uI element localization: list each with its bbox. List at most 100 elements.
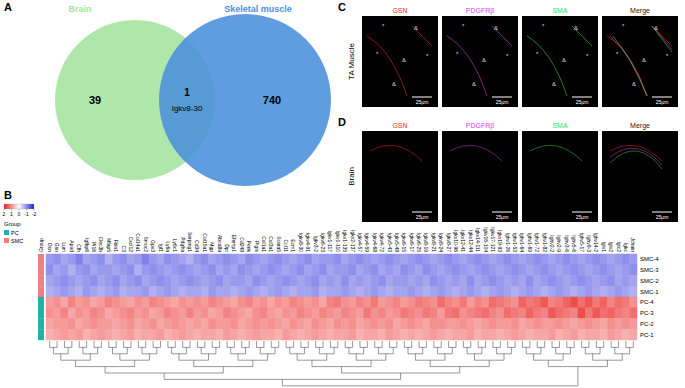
svg-text:Ighv1-53: Ighv1-53 xyxy=(512,233,518,253)
svg-text:Ighv9-3: Ighv9-3 xyxy=(586,235,592,252)
svg-text:0: 0 xyxy=(18,211,21,217)
svg-text:SMC-1: SMC-1 xyxy=(640,289,659,295)
svg-text:Igkv8-27: Igkv8-27 xyxy=(446,233,452,252)
svg-text:Igkv2-137: Igkv2-137 xyxy=(350,230,356,252)
svg-text:Igkv5-48: Igkv5-48 xyxy=(394,233,400,252)
svg-text:Igkv1-110: Igkv1-110 xyxy=(335,230,341,252)
svg-text:&: & xyxy=(574,25,578,31)
svg-text:&: & xyxy=(494,25,498,31)
svg-text:*: * xyxy=(426,53,429,59)
svg-text:Pdgfra: Pdgfra xyxy=(180,237,186,252)
svg-text:Iglc2: Iglc2 xyxy=(616,241,622,252)
svg-text:Ecm1: Ecm1 xyxy=(290,239,296,252)
svg-text:Smoc2: Smoc2 xyxy=(143,236,149,252)
svg-text:GSN: GSN xyxy=(392,7,407,14)
svg-text:Penk: Penk xyxy=(246,241,252,253)
svg-text:Dpt: Dpt xyxy=(224,244,230,252)
svg-text:Igkv3-2: Igkv3-2 xyxy=(313,236,319,253)
svg-text:SMC-2: SMC-2 xyxy=(640,278,659,284)
svg-text:Ighv2-2: Ighv2-2 xyxy=(549,235,555,252)
svg-text:TA Muscle: TA Muscle xyxy=(347,43,356,80)
svg-text:Gpx3: Gpx3 xyxy=(150,240,156,252)
svg-text:39: 39 xyxy=(89,94,101,106)
svg-text:Igkv4-91: Igkv4-91 xyxy=(305,233,311,252)
svg-text:Gsn: Gsn xyxy=(54,243,60,252)
svg-text:Igkv4-57: Igkv4-57 xyxy=(357,233,363,252)
svg-text:Col1a1: Col1a1 xyxy=(261,236,267,252)
svg-text:SMC-3: SMC-3 xyxy=(640,267,659,273)
svg-text:2: 2 xyxy=(3,211,6,217)
svg-text:*: * xyxy=(462,23,465,29)
svg-text:&: & xyxy=(632,81,636,87)
svg-text:Ighv2-9: Ighv2-9 xyxy=(556,235,562,252)
svg-text:&: & xyxy=(472,81,476,87)
svg-text:&: & xyxy=(562,57,566,63)
svg-text:Igkv8-24: Igkv8-24 xyxy=(438,233,444,252)
svg-text:Igkv8-21: Igkv8-21 xyxy=(431,233,437,252)
svg-text:Iglv1: Iglv1 xyxy=(601,241,607,252)
svg-text:25μm: 25μm xyxy=(576,214,589,220)
svg-text:Apod: Apod xyxy=(69,240,75,252)
svg-text:Cxcl12: Cxcl12 xyxy=(128,237,134,253)
svg-text:SMC-4: SMC-4 xyxy=(640,256,659,262)
svg-text:PC-2: PC-2 xyxy=(640,321,654,327)
svg-text:25μm: 25μm xyxy=(576,99,589,105)
svg-text:Igkv10-96: Igkv10-96 xyxy=(453,230,459,252)
svg-text:Igkv8-19: Igkv8-19 xyxy=(423,233,429,252)
svg-text:Efemp1: Efemp1 xyxy=(231,235,237,252)
svg-text:Igkv12-44: Igkv12-44 xyxy=(468,230,474,252)
svg-text:Igkv1-135: Igkv1-135 xyxy=(342,230,348,252)
svg-text:Fbln1: Fbln1 xyxy=(113,239,119,252)
svg-text:25μm: 25μm xyxy=(496,99,509,105)
svg-text:Jchain: Jchain xyxy=(630,238,636,253)
svg-text:Igkv8-30: Igkv8-30 xyxy=(172,104,203,113)
svg-text:Igkv4-72: Igkv4-72 xyxy=(379,233,385,252)
svg-text:*: * xyxy=(622,23,625,29)
svg-text:Ighv1-82: Ighv1-82 xyxy=(542,233,548,253)
svg-text:Col15a1: Col15a1 xyxy=(202,233,208,252)
svg-text:Skeletal muscle: Skeletal muscle xyxy=(224,4,292,14)
svg-text:*: * xyxy=(376,51,379,57)
svg-text:Ighv1-69: Ighv1-69 xyxy=(527,233,533,253)
svg-text:PDGFRβ: PDGFRβ xyxy=(466,7,495,15)
svg-text:PC: PC xyxy=(11,230,19,236)
svg-text:-1: -1 xyxy=(24,211,29,217)
svg-text:Ighv5-6: Ighv5-6 xyxy=(571,235,577,252)
svg-text:Iglv2: Iglv2 xyxy=(608,241,614,252)
svg-text:Igfbp6: Igfbp6 xyxy=(84,238,90,252)
svg-text:Igkv6-17: Igkv6-17 xyxy=(409,233,415,252)
svg-text:*: * xyxy=(542,23,545,29)
svg-text:Serping1: Serping1 xyxy=(187,232,193,252)
svg-text:PC-4: PC-4 xyxy=(640,299,654,305)
svg-text:25μm: 25μm xyxy=(416,99,429,105)
svg-text:Igkc: Igkc xyxy=(623,243,629,253)
svg-text:*: * xyxy=(456,51,459,57)
svg-text:Ccl11: Ccl11 xyxy=(283,240,289,253)
svg-text:Igkv4-59: Igkv4-59 xyxy=(364,233,370,252)
svg-text:Group: Group xyxy=(4,221,21,227)
svg-text:Merge: Merge xyxy=(630,122,650,130)
svg-text:Brain: Brain xyxy=(347,167,356,186)
svg-text:25μm: 25μm xyxy=(416,214,429,220)
svg-text:Brain: Brain xyxy=(68,4,91,14)
svg-text:&: & xyxy=(392,81,396,87)
svg-text:Ighv5-17: Ighv5-17 xyxy=(579,233,585,253)
svg-text:*: * xyxy=(536,51,539,57)
svg-text:Cfh: Cfh xyxy=(76,244,82,252)
svg-text:Ptgis: Ptgis xyxy=(254,241,260,253)
svg-text:A: A xyxy=(4,1,12,13)
svg-text:&: & xyxy=(414,25,418,31)
svg-text:Pi16: Pi16 xyxy=(91,242,97,252)
svg-text:Col3a1: Col3a1 xyxy=(268,236,274,252)
svg-text:PDGFRβ: PDGFRβ xyxy=(466,122,495,130)
svg-text:PC-1: PC-1 xyxy=(640,332,654,338)
svg-text:&: & xyxy=(654,25,658,31)
svg-text:Col14a1: Col14a1 xyxy=(135,233,141,252)
svg-text:25μm: 25μm xyxy=(496,214,509,220)
svg-text:Ly6a: Ly6a xyxy=(165,241,171,252)
svg-text:Dcn: Dcn xyxy=(47,243,53,252)
svg-text:Ighv3-6: Ighv3-6 xyxy=(564,235,570,252)
svg-text:D: D xyxy=(338,116,346,128)
svg-text:Igkv19-93: Igkv19-93 xyxy=(497,230,503,252)
svg-text:&: & xyxy=(402,57,406,63)
